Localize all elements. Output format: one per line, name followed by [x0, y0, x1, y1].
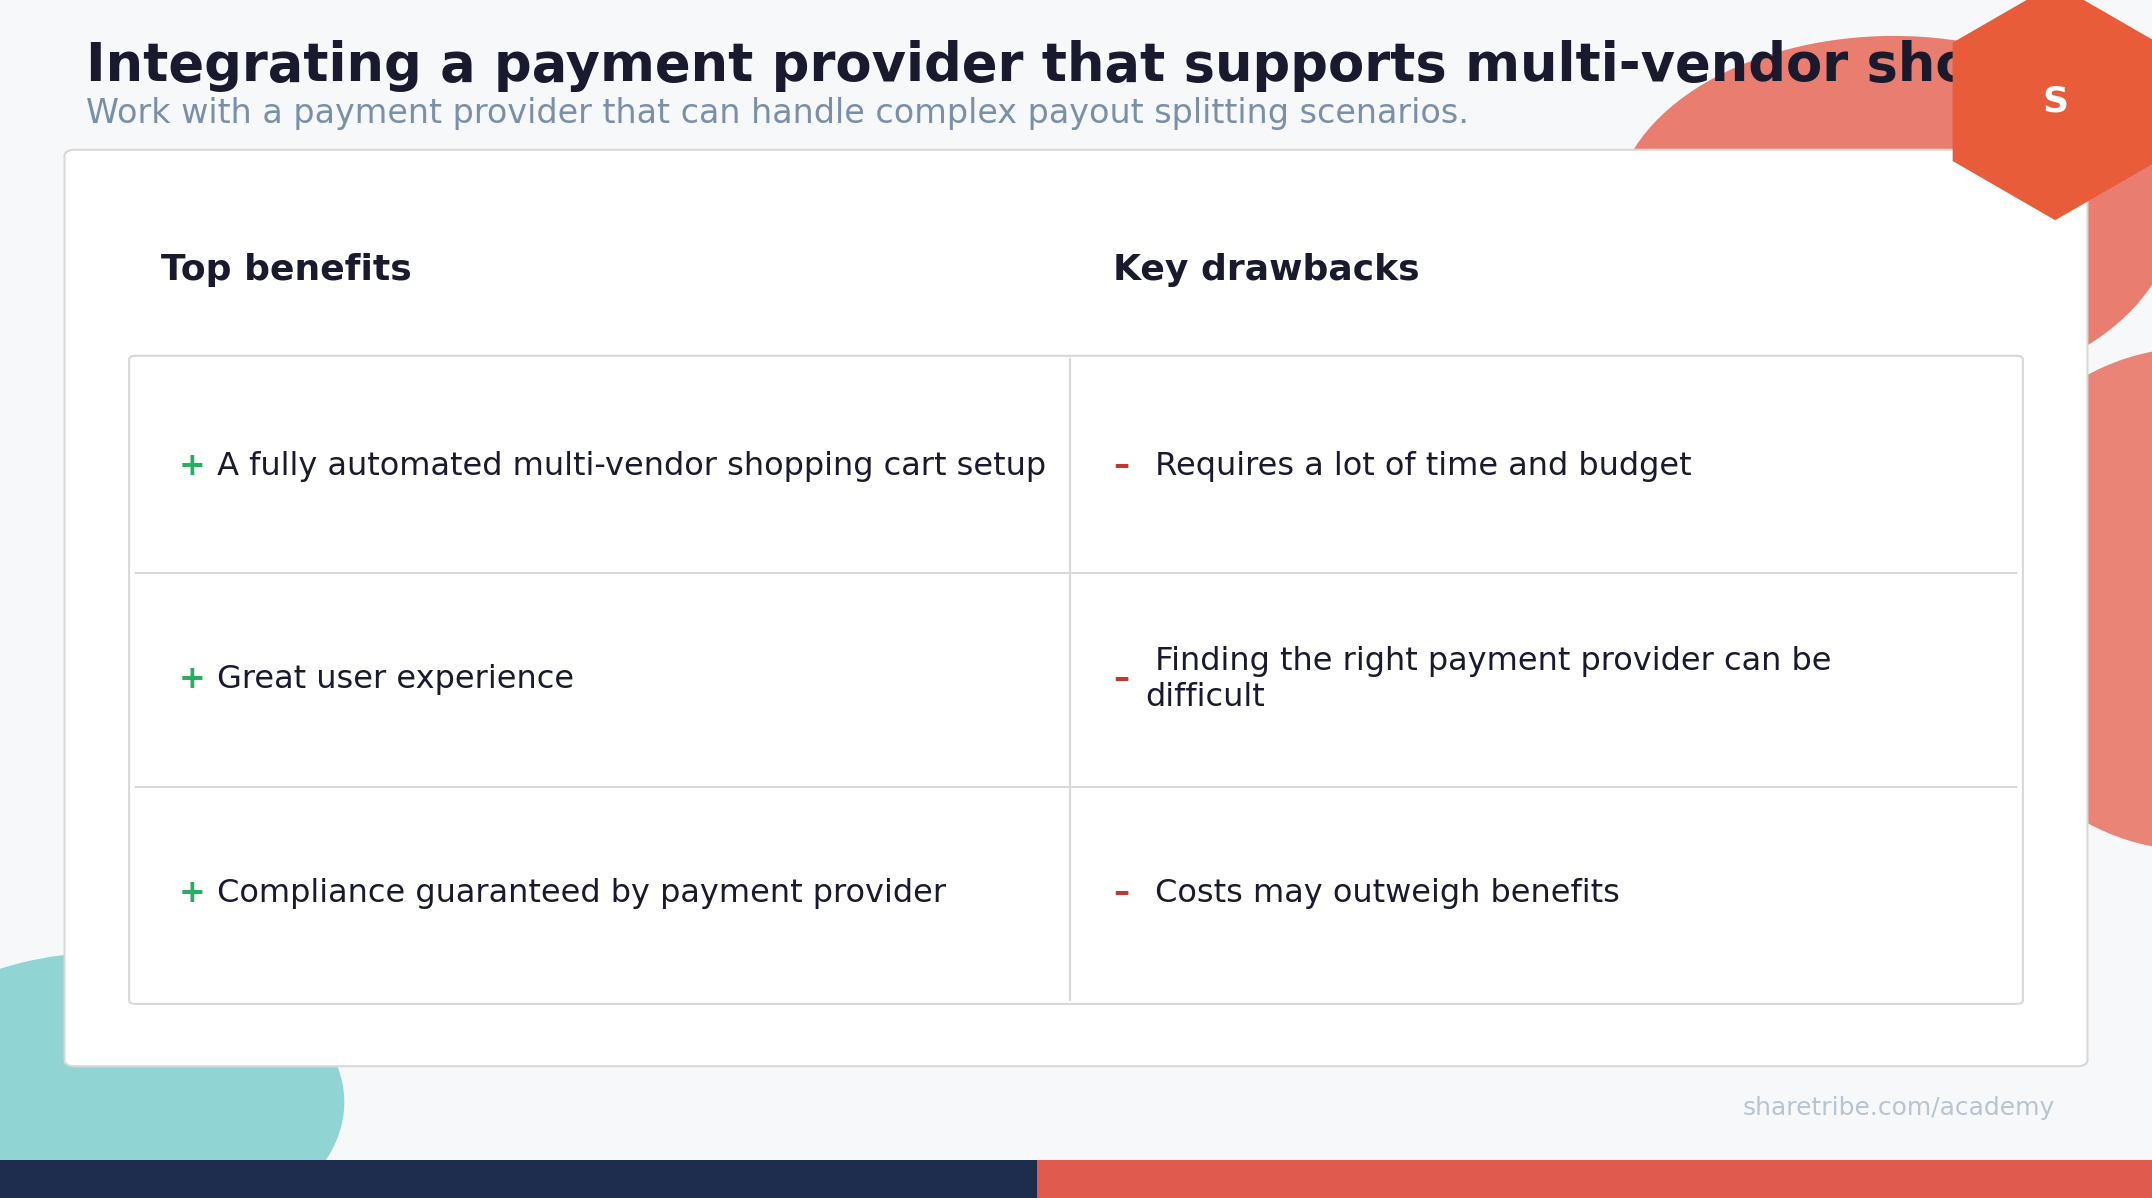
- FancyBboxPatch shape: [129, 356, 2023, 1004]
- Bar: [1037, 1160, 2152, 1198]
- Text: sharetribe.com/academy: sharetribe.com/academy: [1743, 1096, 2055, 1120]
- Ellipse shape: [0, 952, 344, 1198]
- Text: Finding the right payment provider can be
difficult: Finding the right payment provider can b…: [1145, 647, 1831, 713]
- Text: Key drawbacks: Key drawbacks: [1113, 253, 1418, 286]
- Text: Great user experience: Great user experience: [207, 665, 575, 695]
- Polygon shape: [1952, 0, 2152, 220]
- Text: Costs may outweigh benefits: Costs may outweigh benefits: [1145, 878, 1620, 909]
- Text: Requires a lot of time and budget: Requires a lot of time and budget: [1145, 450, 1691, 482]
- Text: –: –: [1113, 878, 1130, 909]
- Text: Work with a payment provider that can handle complex payout splitting scenarios.: Work with a payment provider that can ha…: [86, 97, 1470, 131]
- Ellipse shape: [1958, 347, 2152, 851]
- Bar: [0, 1160, 1037, 1198]
- Text: Integrating a payment provider that supports multi-vendor shopping carts: Integrating a payment provider that supp…: [86, 40, 2152, 92]
- Text: Top benefits: Top benefits: [161, 253, 413, 286]
- Text: S: S: [2042, 85, 2068, 119]
- Text: +: +: [179, 665, 204, 695]
- Ellipse shape: [1614, 36, 2152, 395]
- Text: +: +: [179, 450, 204, 482]
- Text: –: –: [1113, 665, 1130, 695]
- Text: +: +: [179, 878, 204, 909]
- FancyBboxPatch shape: [65, 150, 2087, 1066]
- Text: Compliance guaranteed by payment provider: Compliance guaranteed by payment provide…: [207, 878, 945, 909]
- Text: A fully automated multi-vendor shopping cart setup: A fully automated multi-vendor shopping …: [207, 450, 1046, 482]
- Text: –: –: [1113, 450, 1130, 482]
